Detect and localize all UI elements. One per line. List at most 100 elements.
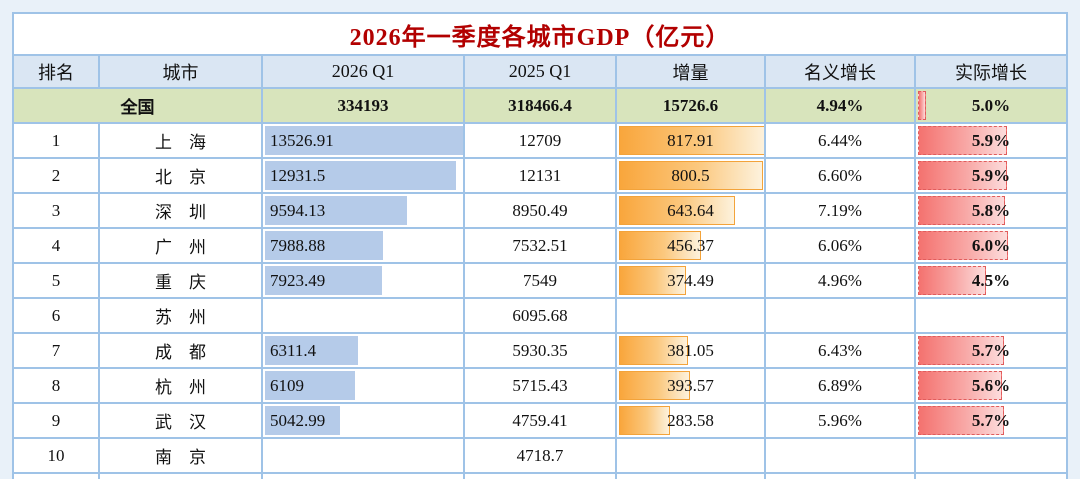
- gdp-2026-cell[interactable]: 5042.99: [263, 404, 465, 439]
- gdp-2026-cell[interactable]: 7923.49: [263, 264, 465, 299]
- gdp-2026-cell[interactable]: 6109: [263, 369, 465, 404]
- nominal-growth-cell[interactable]: [766, 439, 916, 474]
- city-cell[interactable]: 南 京: [100, 439, 263, 474]
- real-growth-cell[interactable]: 5.8%: [916, 194, 1066, 229]
- nominal-growth-cell[interactable]: 5.96%: [766, 404, 916, 439]
- empty-cell[interactable]: [465, 474, 617, 479]
- real-growth-cell[interactable]: 5.9%: [916, 124, 1066, 159]
- rank-cell[interactable]: 5: [14, 264, 100, 299]
- city-cell[interactable]: 广 州: [100, 229, 263, 264]
- gdp-2025-cell[interactable]: 5715.43: [465, 369, 617, 404]
- increase-cell[interactable]: 381.05: [617, 334, 766, 369]
- city-cell[interactable]: 苏 州: [100, 299, 263, 334]
- city-cell[interactable]: 北 京: [100, 159, 263, 194]
- gdp-2025-cell[interactable]: 12131: [465, 159, 617, 194]
- gdp-2026-cell[interactable]: 6311.4: [263, 334, 465, 369]
- empty-cell[interactable]: [100, 474, 263, 479]
- gdp-2025-cell[interactable]: 12709: [465, 124, 617, 159]
- real-growth-cell[interactable]: 4.5%: [916, 264, 1066, 299]
- real-growth-value: 4.5%: [971, 270, 1011, 290]
- rank-cell[interactable]: 1: [14, 124, 100, 159]
- national-real-cell[interactable]: 5.0%: [916, 89, 1066, 124]
- column-header-real-growth[interactable]: 实际增长: [916, 56, 1066, 89]
- gdp-2025-cell[interactable]: 4759.41: [465, 404, 617, 439]
- national-nominal-cell[interactable]: 4.94%: [766, 89, 916, 124]
- nominal-growth-cell[interactable]: 6.43%: [766, 334, 916, 369]
- increase-cell[interactable]: 393.57: [617, 369, 766, 404]
- column-header-nominal-growth[interactable]: 名义增长: [766, 56, 916, 89]
- gdp-2026-cell[interactable]: 13526.91: [263, 124, 465, 159]
- gdp-2026-value: 12931.5: [270, 165, 326, 185]
- nominal-growth-cell[interactable]: 6.89%: [766, 369, 916, 404]
- nominal-growth-cell[interactable]: 6.44%: [766, 124, 916, 159]
- national-increase-cell[interactable]: 15726.6: [617, 89, 766, 124]
- rank-cell[interactable]: 8: [14, 369, 100, 404]
- real-growth-cell[interactable]: 5.7%: [916, 334, 1066, 369]
- national-row: 全国 334193 318466.4 15726.6 4.94% 5.0%: [14, 89, 1066, 124]
- rank-cell[interactable]: 6: [14, 299, 100, 334]
- nominal-growth-cell[interactable]: 7.19%: [766, 194, 916, 229]
- rank-cell[interactable]: 3: [14, 194, 100, 229]
- column-header-rank[interactable]: 排名: [14, 56, 100, 89]
- increase-cell[interactable]: 643.64: [617, 194, 766, 229]
- empty-cell[interactable]: [14, 474, 100, 479]
- city-cell[interactable]: 成 都: [100, 334, 263, 369]
- gdp-2025-cell[interactable]: 4718.7: [465, 439, 617, 474]
- real-growth-cell[interactable]: 6.0%: [916, 229, 1066, 264]
- rank-cell[interactable]: 7: [14, 334, 100, 369]
- increase-cell[interactable]: 456.37: [617, 229, 766, 264]
- national-2026-cell[interactable]: 334193: [263, 89, 465, 124]
- nominal-growth-cell[interactable]: 6.06%: [766, 229, 916, 264]
- increase-cell[interactable]: [617, 439, 766, 474]
- empty-cell[interactable]: [263, 474, 465, 479]
- nominal-growth-cell[interactable]: 4.96%: [766, 264, 916, 299]
- real-growth-cell[interactable]: 5.6%: [916, 369, 1066, 404]
- gdp-2026-cell[interactable]: 7988.88: [263, 229, 465, 264]
- empty-cell[interactable]: [916, 474, 1066, 479]
- increase-cell[interactable]: 817.91: [617, 124, 766, 159]
- real-growth-cell[interactable]: [916, 299, 1066, 334]
- column-header-increase[interactable]: 增量: [617, 56, 766, 89]
- gdp-2025-cell[interactable]: 7532.51: [465, 229, 617, 264]
- gdp-2026-bar: [265, 161, 457, 190]
- real-growth-value: 5.7%: [971, 410, 1011, 430]
- increase-cell[interactable]: 800.5: [617, 159, 766, 194]
- city-cell[interactable]: 杭 州: [100, 369, 263, 404]
- national-2025-cell[interactable]: 318466.4: [465, 89, 617, 124]
- gdp-2025-cell[interactable]: 5930.35: [465, 334, 617, 369]
- city-cell[interactable]: 重 庆: [100, 264, 263, 299]
- real-growth-cell[interactable]: [916, 439, 1066, 474]
- column-header-2025-q1[interactable]: 2025 Q1: [465, 56, 617, 89]
- real-growth-cell[interactable]: 5.7%: [916, 404, 1066, 439]
- rank-cell[interactable]: 10: [14, 439, 100, 474]
- rank-cell[interactable]: 2: [14, 159, 100, 194]
- increase-cell[interactable]: [617, 299, 766, 334]
- city-cell[interactable]: 武 汉: [100, 404, 263, 439]
- nominal-growth-cell[interactable]: 6.60%: [766, 159, 916, 194]
- gdp-2026-cell[interactable]: 12931.5: [263, 159, 465, 194]
- empty-cell[interactable]: [617, 474, 766, 479]
- rank-cell[interactable]: 9: [14, 404, 100, 439]
- gdp-2025-cell[interactable]: 6095.68: [465, 299, 617, 334]
- real-growth-bar: [918, 161, 1007, 190]
- real-growth-value: 5.9%: [971, 165, 1011, 185]
- gdp-2025-cell[interactable]: 8950.49: [465, 194, 617, 229]
- empty-cell[interactable]: [766, 474, 916, 479]
- gdp-2026-cell[interactable]: [263, 299, 465, 334]
- increase-bar: [619, 266, 687, 295]
- column-header-city[interactable]: 城市: [100, 56, 263, 89]
- gdp-2026-cell[interactable]: [263, 439, 465, 474]
- gdp-2025-cell[interactable]: 7549: [465, 264, 617, 299]
- rank-cell[interactable]: 4: [14, 229, 100, 264]
- increase-cell[interactable]: 374.49: [617, 264, 766, 299]
- nominal-growth-cell[interactable]: [766, 299, 916, 334]
- city-cell[interactable]: 深 圳: [100, 194, 263, 229]
- city-cell[interactable]: 上 海: [100, 124, 263, 159]
- gdp-2026-cell[interactable]: 9594.13: [263, 194, 465, 229]
- table-row: 10 南 京 4718.7: [14, 439, 1066, 474]
- national-label-cell[interactable]: 全国: [14, 89, 263, 124]
- column-header-2026-q1[interactable]: 2026 Q1: [263, 56, 465, 89]
- increase-cell[interactable]: 283.58: [617, 404, 766, 439]
- real-growth-cell[interactable]: 5.9%: [916, 159, 1066, 194]
